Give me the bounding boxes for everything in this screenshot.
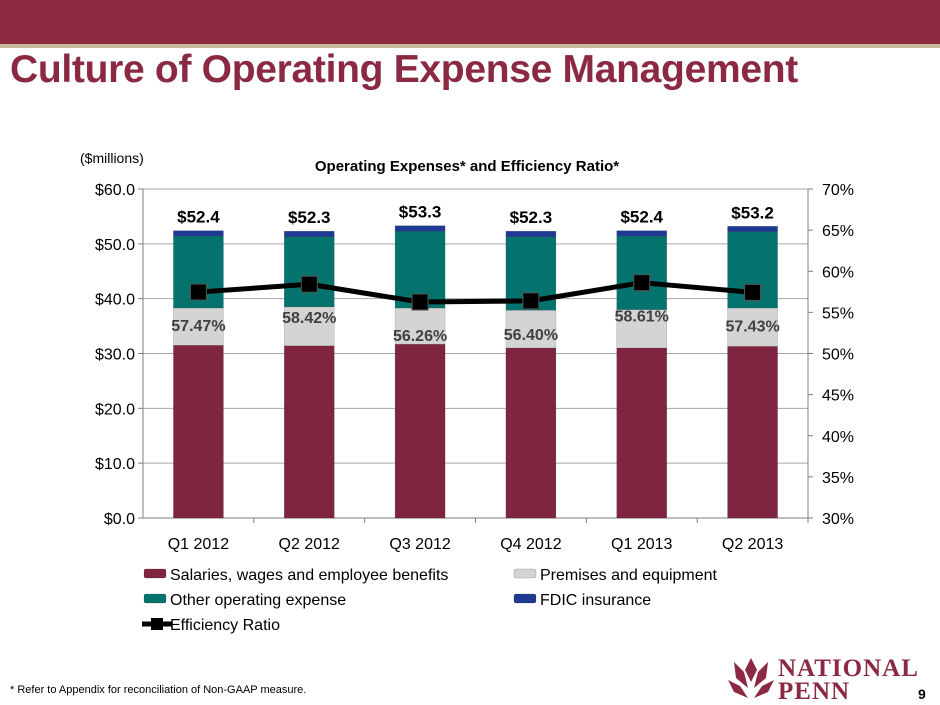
y-right-tick-label: 70% bbox=[822, 182, 854, 199]
y-right-tick-label: 50% bbox=[822, 347, 854, 364]
bar-total-label: $52.3 bbox=[288, 208, 331, 227]
bar-salaries bbox=[727, 346, 778, 519]
legend-efficiency-ratio-marker bbox=[151, 618, 163, 630]
y-left-tick-label: $20.0 bbox=[95, 401, 135, 418]
bar-fdic bbox=[616, 230, 667, 237]
legend-fdic-label: FDIC insurance bbox=[540, 592, 651, 609]
bar-total-label: $53.2 bbox=[731, 203, 774, 222]
bar-fdic bbox=[173, 230, 224, 237]
efficiency-ratio-line bbox=[198, 280, 753, 305]
y-right-tick-label: 45% bbox=[822, 388, 854, 405]
legend-other-expense-swatch bbox=[143, 593, 167, 604]
footnote: * Refer to Appendix for reconciliation o… bbox=[10, 684, 307, 696]
bar-premises bbox=[173, 307, 224, 346]
bar-salaries bbox=[394, 343, 446, 519]
x-tick-label: Q1 2012 bbox=[168, 536, 229, 553]
efficiency-ratio-marker bbox=[744, 283, 762, 301]
efficiency-ratio-label: 56.26% bbox=[393, 328, 447, 345]
bar-fdic bbox=[394, 225, 446, 232]
y-right-tick-label: 40% bbox=[822, 429, 854, 446]
legend-efficiency-ratio-label: Efficiency Ratio bbox=[170, 617, 280, 634]
y-left-tick-label: $40.0 bbox=[95, 292, 135, 309]
y-right-tick-label: 65% bbox=[822, 223, 854, 240]
bar-salaries bbox=[284, 345, 335, 519]
y-right-tick-label: 55% bbox=[822, 305, 854, 322]
page-title: Culture of Operating Expense Management bbox=[10, 48, 798, 91]
header-bar bbox=[0, 0, 940, 44]
efficiency-ratio-marker bbox=[189, 283, 207, 301]
y-right-tick-label: 60% bbox=[822, 264, 854, 281]
bar-total-label: $52.4 bbox=[177, 208, 220, 227]
x-tick-label: Q2 2012 bbox=[279, 536, 340, 553]
legend-premises-swatch bbox=[513, 568, 537, 579]
bar-premises bbox=[284, 306, 335, 347]
bar-salaries bbox=[616, 347, 667, 519]
bar-total-label: $52.3 bbox=[510, 208, 553, 227]
y-left-tick-label: $10.0 bbox=[95, 456, 135, 473]
bar-fdic bbox=[284, 230, 335, 237]
national-penn-logo: NATIONAL PENN bbox=[726, 654, 940, 705]
efficiency-ratio-label: 56.40% bbox=[504, 327, 558, 344]
page-number: 9 bbox=[918, 686, 926, 702]
x-tick-label: Q3 2012 bbox=[389, 536, 450, 553]
y-right-tick-label: 35% bbox=[822, 470, 854, 487]
bar-total-label: $52.4 bbox=[620, 208, 663, 227]
efficiency-ratio-label: 58.61% bbox=[615, 309, 669, 326]
y-right-tick-label: 30% bbox=[822, 511, 854, 528]
efficiency-ratio-marker bbox=[633, 274, 651, 292]
logo-text-penn: PENN bbox=[778, 678, 851, 705]
efficiency-ratio-label: 58.42% bbox=[282, 310, 336, 327]
bar-salaries bbox=[505, 347, 557, 519]
legend-fdic-swatch bbox=[513, 593, 537, 604]
logo-text-national: NATIONAL bbox=[778, 655, 919, 682]
header-accent-line bbox=[0, 44, 940, 48]
x-tick-label: Q2 2013 bbox=[722, 536, 783, 553]
chart-title: Operating Expenses* and Efficiency Ratio… bbox=[315, 158, 619, 175]
bar-other-expense bbox=[284, 236, 335, 308]
bar-premises bbox=[394, 307, 446, 345]
y-left-tick-label: $0.0 bbox=[104, 511, 135, 528]
y-left-tick-label: $30.0 bbox=[95, 347, 135, 364]
tulip-logo-icon bbox=[728, 658, 774, 698]
bar-fdic bbox=[727, 226, 778, 233]
legend-salaries-label: Salaries, wages and employee benefits bbox=[170, 567, 448, 584]
efficiency-ratio-marker bbox=[411, 293, 429, 311]
bar-premises bbox=[727, 307, 778, 347]
units-label: ($millions) bbox=[80, 150, 144, 166]
efficiency-ratio-marker bbox=[522, 292, 540, 310]
y-left-tick-label: $60.0 bbox=[95, 182, 135, 199]
legend-premises-label: Premises and equipment bbox=[540, 567, 718, 584]
y-left-tick-label: $50.0 bbox=[95, 237, 135, 254]
efficiency-ratio-label: 57.47% bbox=[171, 318, 225, 335]
legend-salaries-swatch bbox=[143, 568, 167, 579]
bar-premises bbox=[616, 309, 667, 349]
x-tick-label: Q4 2012 bbox=[500, 536, 561, 553]
efficiency-ratio-label: 57.43% bbox=[725, 318, 779, 335]
bar-premises bbox=[505, 309, 557, 349]
efficiency-ratio-marker bbox=[300, 275, 318, 293]
legend-other-expense-label: Other operating expense bbox=[170, 592, 346, 609]
bar-other-expense bbox=[616, 235, 667, 310]
x-tick-label: Q1 2013 bbox=[611, 536, 672, 553]
bar-fdic bbox=[505, 230, 557, 237]
bar-total-label: $53.3 bbox=[399, 203, 442, 222]
bar-salaries bbox=[173, 345, 224, 519]
